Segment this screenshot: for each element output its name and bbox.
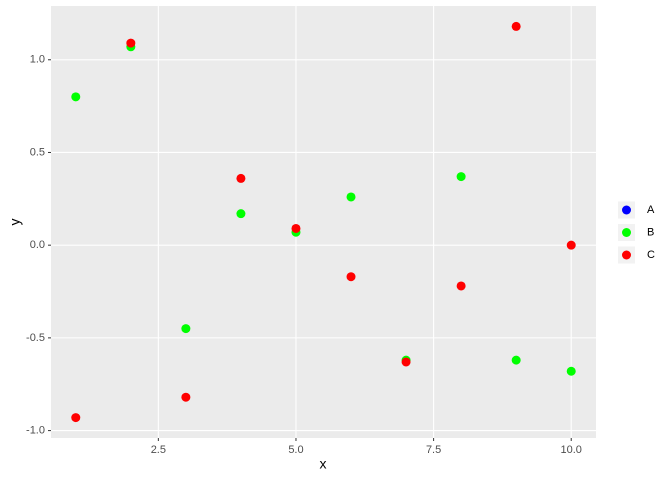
y-tick-label: 0.0: [30, 239, 45, 251]
point: [126, 38, 136, 48]
x-tick-label: 5.0: [288, 444, 303, 456]
point: [511, 355, 521, 365]
legend-label: A: [647, 204, 655, 216]
x-tick-label: 2.5: [151, 444, 166, 456]
point: [456, 281, 466, 291]
point: [511, 21, 521, 31]
y-axis-title: y: [7, 219, 23, 226]
point: [346, 192, 356, 202]
point: [181, 392, 191, 402]
point: [236, 209, 246, 219]
point: [566, 240, 576, 250]
legend-label: B: [647, 226, 654, 238]
y-tick-label: -1.0: [26, 424, 45, 436]
panel: [51, 6, 596, 438]
point: [236, 173, 246, 183]
point: [71, 92, 81, 102]
point: [181, 324, 191, 334]
y-tick-label: 1.0: [30, 54, 45, 66]
point: [401, 357, 411, 367]
point: [456, 172, 466, 182]
legend-swatch: [622, 228, 631, 237]
x-tick-label: 7.5: [426, 444, 441, 456]
y-tick-label: 0.5: [30, 146, 45, 158]
point: [71, 413, 81, 423]
legend-label: C: [647, 249, 655, 261]
x-axis-title: x: [320, 456, 327, 472]
y-tick-label: -0.5: [26, 332, 45, 344]
legend-swatch: [622, 205, 631, 215]
x-tick-label: 10.0: [561, 444, 582, 456]
point: [566, 366, 576, 376]
legend-swatch: [622, 250, 631, 260]
point: [291, 223, 301, 233]
point: [346, 272, 356, 282]
